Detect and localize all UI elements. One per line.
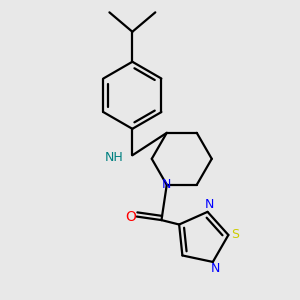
Text: N: N [162,178,172,191]
Text: S: S [231,228,239,241]
Text: N: N [204,198,214,212]
Text: NH: NH [105,151,124,164]
Text: N: N [211,262,220,275]
Text: O: O [126,210,136,224]
